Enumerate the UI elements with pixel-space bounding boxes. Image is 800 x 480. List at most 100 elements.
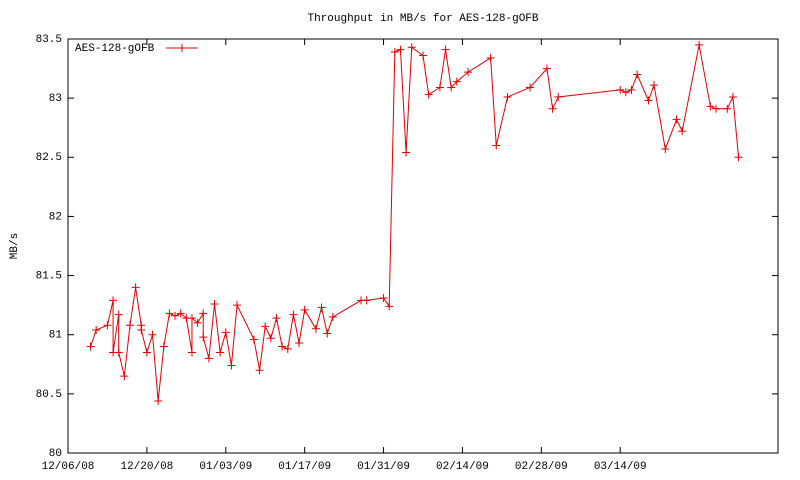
point-marker	[137, 325, 146, 334]
point-marker	[148, 330, 157, 339]
x-tick-label: 01/31/09	[357, 461, 410, 473]
point-marker	[266, 334, 275, 343]
point-marker	[362, 296, 371, 305]
y-tick-label: 80.5	[36, 389, 62, 401]
point-marker	[131, 283, 140, 292]
point-marker	[272, 314, 281, 323]
point-marker	[227, 361, 236, 370]
point-marker	[300, 305, 309, 314]
point-marker	[159, 342, 168, 351]
point-marker	[554, 92, 563, 101]
point-marker	[193, 318, 202, 327]
y-tick-label: 80	[49, 448, 62, 460]
plot-frame	[67, 38, 779, 454]
x-tick-label: 12/20/08	[120, 461, 173, 473]
point-marker	[233, 301, 242, 310]
point-marker	[379, 294, 388, 303]
point-marker	[486, 53, 495, 62]
point-marker	[650, 81, 659, 90]
point-marker	[289, 310, 298, 319]
point-marker	[526, 83, 535, 92]
point-marker	[633, 70, 642, 79]
point-marker	[419, 51, 427, 60]
point-marker	[734, 153, 743, 162]
point-marker	[295, 338, 304, 347]
point-marker	[542, 64, 551, 73]
x-tick-label: 03/14/09	[594, 461, 647, 473]
point-marker	[114, 310, 123, 319]
point-marker	[712, 104, 721, 113]
point-marker	[283, 344, 292, 353]
point-marker	[678, 127, 687, 136]
point-marker	[311, 324, 320, 333]
point-marker	[114, 348, 123, 357]
point-marker	[171, 311, 180, 320]
point-marker	[204, 354, 213, 363]
point-marker	[142, 348, 151, 357]
point-marker	[187, 314, 196, 323]
point-marker	[723, 104, 732, 113]
point-marker	[109, 296, 118, 305]
point-marker	[165, 309, 174, 318]
y-tick-label: 82.5	[36, 152, 62, 164]
point-marker	[261, 322, 270, 331]
point-marker	[627, 85, 636, 94]
point-marker	[125, 321, 134, 330]
point-marker	[452, 77, 461, 86]
point-marker	[616, 85, 625, 94]
point-marker	[92, 325, 101, 334]
point-marker	[176, 309, 185, 318]
x-tick-label: 02/14/09	[436, 461, 489, 473]
point-marker	[199, 333, 208, 342]
point-marker	[661, 145, 670, 154]
y-tick-label: 82	[49, 211, 62, 223]
series-line	[90, 44, 740, 402]
x-tick-label: 12/06/08	[42, 461, 95, 473]
point-marker	[424, 90, 433, 99]
y-tick-label: 83	[49, 93, 62, 105]
point-marker	[695, 40, 704, 49]
y-axis-label: MB/s	[9, 233, 21, 259]
point-marker	[706, 102, 715, 111]
y-tick-label: 81	[49, 330, 63, 342]
x-tick-label: 01/03/09	[199, 461, 252, 473]
point-marker	[210, 299, 219, 308]
x-tick-label: 02/28/09	[515, 461, 568, 473]
point-marker	[187, 348, 196, 357]
point-marker	[103, 321, 112, 330]
point-marker	[390, 48, 399, 57]
point-marker	[199, 309, 208, 318]
point-marker	[255, 366, 264, 375]
point-marker	[492, 141, 501, 150]
point-marker	[278, 342, 287, 351]
y-tick-label: 83.5	[36, 34, 62, 46]
point-marker	[548, 104, 557, 113]
chart-title: Throughput in MB/s for AES-128-gOFB	[307, 13, 538, 25]
point-marker	[317, 303, 326, 312]
point-marker	[435, 83, 444, 92]
point-marker	[323, 329, 332, 338]
point-marker	[86, 342, 95, 351]
point-marker	[441, 45, 450, 54]
point-marker	[385, 302, 394, 311]
legend-marker	[178, 44, 186, 52]
point-marker	[621, 88, 630, 97]
point-marker	[221, 328, 230, 337]
point-marker	[503, 92, 512, 101]
point-marker	[447, 83, 456, 92]
point-marker	[402, 148, 411, 157]
point-marker	[407, 43, 416, 52]
point-marker	[644, 96, 653, 105]
point-marker	[672, 115, 681, 124]
point-marker	[216, 348, 225, 357]
point-marker	[328, 312, 337, 321]
x-tick-label: 01/17/09	[278, 461, 331, 473]
y-tick-label: 81.5	[36, 270, 62, 282]
point-marker	[154, 396, 163, 405]
point-marker	[249, 335, 258, 344]
point-marker	[120, 372, 129, 381]
point-marker	[396, 45, 405, 54]
point-marker	[464, 68, 473, 77]
legend-label: AES-128-gOFB	[75, 43, 155, 55]
